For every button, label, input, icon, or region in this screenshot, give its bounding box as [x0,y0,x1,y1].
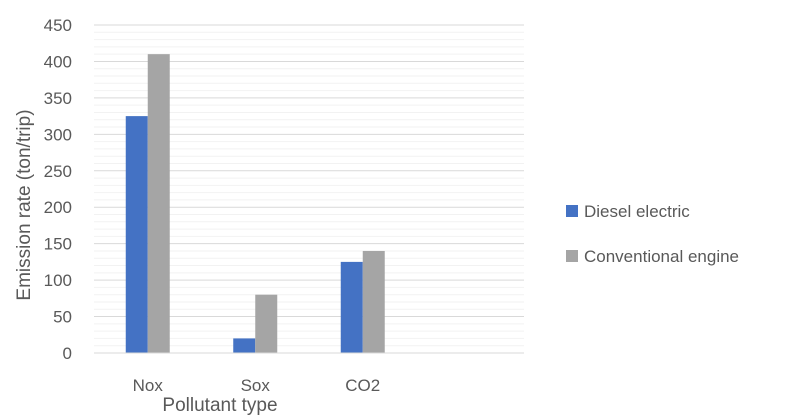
y-tick-labels: 0 50 100 150 200 250 300 350 400 450 [44,16,72,363]
y-tick-label: 450 [44,16,72,35]
y-tick-label: 150 [44,235,72,254]
bar-diesel-electric [125,116,148,353]
y-axis-title: Emission rate (ton/trip) [14,109,35,300]
y-tick-label: 400 [44,52,72,71]
x-tick-label: Sox [241,376,271,395]
y-tick-label: 100 [44,271,72,290]
legend: Diesel electric Conventional engine [566,202,739,266]
y-tick-label: 200 [44,198,72,217]
bar-diesel-electric [233,338,256,353]
legend-label: Diesel electric [584,202,690,221]
y-tick-label: 0 [63,344,72,363]
y-tick-label: 50 [53,308,72,327]
x-axis-title: Pollutant type [162,395,277,416]
bar-conventional-engine [255,294,278,353]
legend-swatch [566,205,578,217]
legend-label: Conventional engine [584,247,739,266]
bars [125,54,385,354]
y-tick-label: 250 [44,162,72,181]
y-tick-label: 350 [44,89,72,108]
bar-conventional-engine [362,250,385,353]
x-tick-labels: Nox Sox CO2 [133,376,381,395]
bar-conventional-engine [147,54,170,354]
x-tick-label: CO2 [345,376,380,395]
x-tick-label: Nox [133,376,164,395]
y-tick-label: 300 [44,125,72,144]
legend-swatch [566,250,578,262]
bar-diesel-electric [340,261,363,353]
